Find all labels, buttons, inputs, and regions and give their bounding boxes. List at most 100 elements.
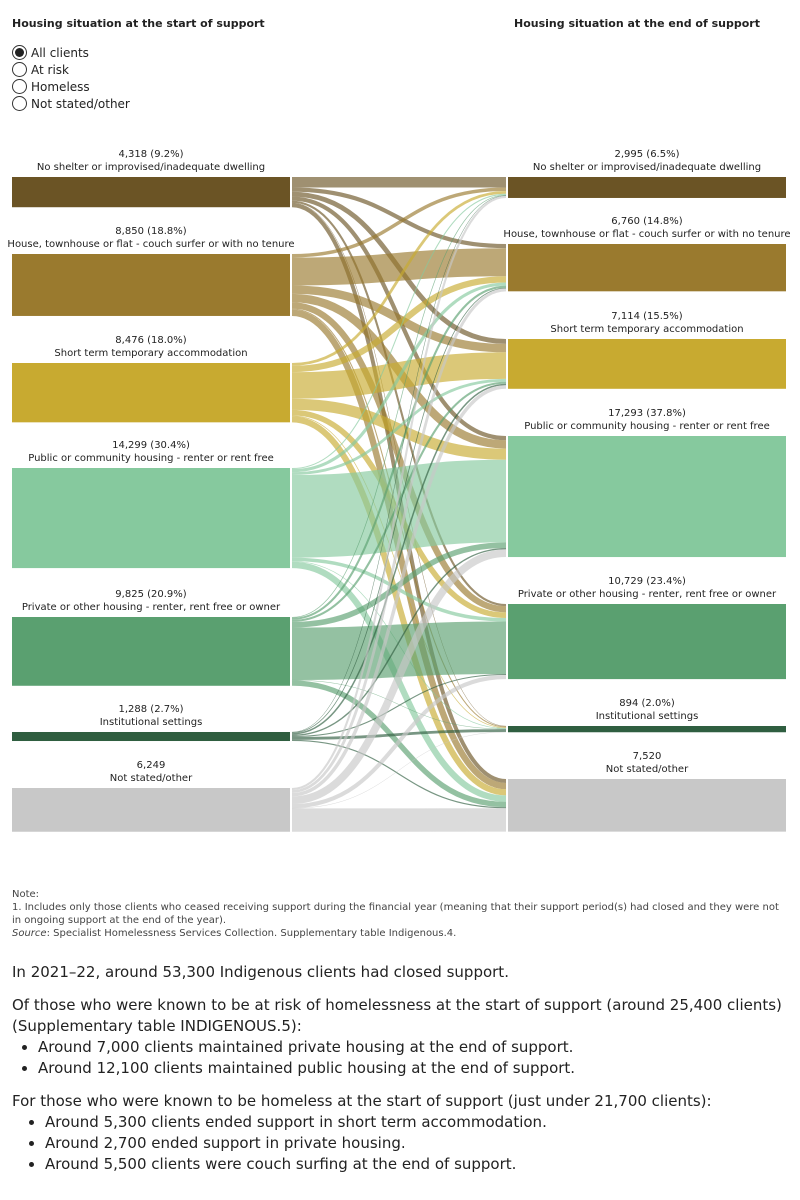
note-source: Source: Specialist Homelessness Services…	[12, 927, 787, 940]
flow	[291, 285, 507, 620]
flow	[291, 416, 507, 796]
flow	[291, 187, 507, 249]
node-value-label: 6,760 (14.8%)	[611, 216, 682, 227]
node-bar	[12, 363, 290, 423]
node-bar	[12, 177, 290, 208]
node-value-label: 7,520	[633, 751, 662, 762]
note-item: 1. Includes only those clients who cease…	[12, 902, 779, 926]
radio-button[interactable]	[12, 45, 27, 60]
bullet-item: Around 5,300 clients ended support in sh…	[45, 1112, 782, 1133]
flow	[291, 195, 507, 791]
intro: In 2021–22, around 53,300 Indigenous cli…	[12, 963, 509, 981]
node-bar	[508, 436, 786, 558]
node-value-label: 17,293 (37.8%)	[608, 408, 686, 419]
node-value-label: 894 (2.0%)	[619, 698, 675, 709]
node-label: No shelter or improvised/inadequate dwel…	[533, 162, 761, 173]
flow	[291, 381, 507, 622]
node-bar	[508, 244, 786, 292]
node-bar	[12, 732, 290, 742]
flow	[291, 195, 507, 733]
option-label[interactable]: Not stated/other	[31, 96, 130, 111]
source-text: : Specialist Homelessness Services Colle…	[46, 928, 457, 939]
filter-option[interactable]: All clients	[12, 44, 130, 61]
homeless-lead: For those who were known to be homeless …	[12, 1092, 712, 1110]
node-label: No shelter or improvised/inadequate dwel…	[37, 162, 265, 173]
flow	[291, 248, 507, 286]
node-label: Institutional settings	[596, 711, 699, 722]
flow	[291, 383, 507, 735]
node-label: Short term temporary accommodation	[550, 324, 743, 335]
flow	[291, 398, 507, 460]
risk-lead: Of those who were known to be at risk of…	[12, 996, 782, 1035]
source-label: Source	[12, 928, 47, 939]
node-bar	[508, 726, 786, 733]
bullet-item: Around 5,500 clients were couch surfing …	[45, 1154, 782, 1175]
node-value-label: 10,729 (23.4%)	[608, 576, 686, 587]
flow	[291, 193, 507, 470]
flow	[291, 285, 507, 353]
flow	[291, 187, 507, 258]
node-bar	[12, 617, 290, 686]
node-bar	[12, 788, 290, 832]
left-title: Housing situation at the start of suppor…	[12, 17, 265, 30]
node-value-label: 4,318 (9.2%)	[118, 149, 183, 160]
node-label: Private or other housing - renter, rent …	[518, 589, 777, 600]
bullet-item: Around 12,100 clients maintained public …	[38, 1058, 782, 1079]
node-label: Institutional settings	[100, 717, 203, 728]
radio-button[interactable]	[12, 96, 27, 111]
node-bar	[508, 339, 786, 389]
flow	[291, 621, 507, 680]
flow	[291, 191, 507, 366]
node-label: Public or community housing - renter or …	[28, 453, 274, 464]
node-label: House, townhouse or flat - couch surfer …	[7, 239, 294, 250]
note-heading: Note:	[12, 889, 40, 900]
radio-button[interactable]	[12, 79, 27, 94]
flow	[291, 194, 507, 618]
flows	[291, 176, 507, 832]
node-label: Private or other housing - renter, rent …	[22, 602, 281, 613]
radio-button[interactable]	[12, 62, 27, 77]
flow	[291, 302, 507, 613]
flow	[291, 415, 507, 729]
node-label: Short term temporary accommodation	[54, 348, 247, 359]
risk-list: Around 7,000 clients maintained private …	[12, 1037, 782, 1079]
node-label: Not stated/other	[110, 773, 193, 784]
node-bar	[12, 468, 290, 569]
sankey-chart: Housing situation at the start of suppor…	[7, 17, 791, 832]
summary-text: In 2021–22, around 53,300 Indigenous cli…	[12, 962, 782, 1187]
node-value-label: 6,249	[137, 760, 166, 771]
node-value-label: 8,850 (18.8%)	[115, 226, 186, 237]
note: Note: 1. Includes only those clients who…	[12, 888, 787, 940]
node-value-label: 14,299 (30.4%)	[112, 440, 190, 451]
node-bar	[12, 254, 290, 316]
right-title: Housing situation at the end of support	[514, 17, 760, 30]
flow	[291, 276, 507, 373]
option-label[interactable]: At risk	[31, 62, 69, 77]
filter-option[interactable]: Not stated/other	[12, 95, 130, 112]
option-label[interactable]: All clients	[31, 45, 89, 60]
node-bar	[508, 177, 786, 198]
filter-option[interactable]: Homeless	[12, 78, 130, 95]
flow	[291, 675, 507, 809]
bullet-item: Around 2,700 ended support in private ho…	[45, 1133, 782, 1154]
node-bar	[508, 779, 786, 832]
flow	[291, 548, 507, 736]
flow	[291, 549, 507, 805]
flow	[291, 729, 507, 740]
node-label: Not stated/other	[606, 764, 689, 775]
flow	[291, 674, 507, 738]
flow	[291, 378, 507, 475]
filter-option[interactable]: At risk	[12, 61, 130, 78]
node-value-label: 7,114 (15.5%)	[611, 311, 682, 322]
flow	[291, 385, 507, 797]
flow	[291, 459, 507, 558]
flow	[291, 200, 507, 607]
node-bar	[508, 604, 786, 680]
bullet-item: Around 7,000 clients maintained private …	[38, 1037, 782, 1058]
node-value-label: 1,288 (2.7%)	[118, 704, 183, 715]
node-value-label: 9,825 (20.9%)	[115, 589, 186, 600]
flow	[291, 282, 507, 473]
option-label[interactable]: Homeless	[31, 79, 90, 94]
flow	[291, 679, 507, 730]
